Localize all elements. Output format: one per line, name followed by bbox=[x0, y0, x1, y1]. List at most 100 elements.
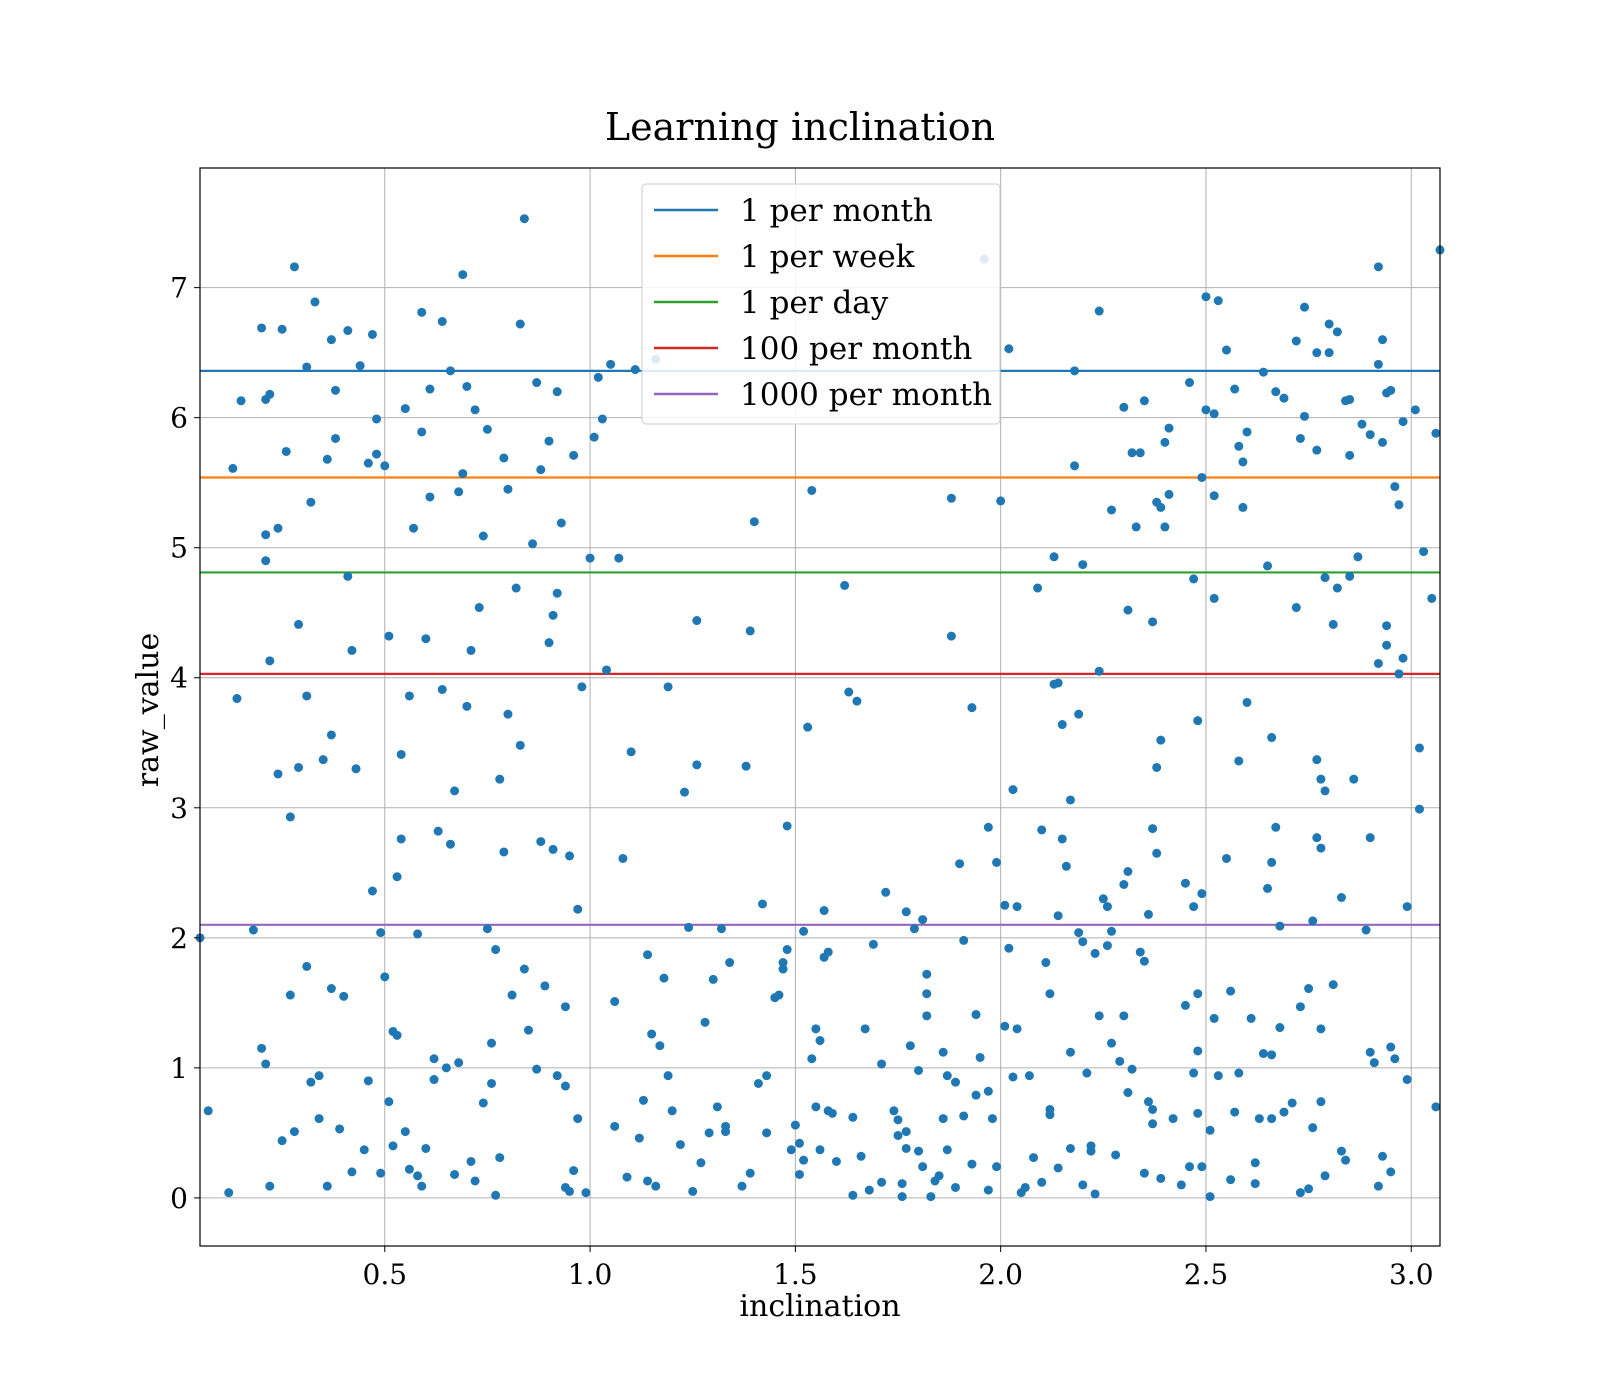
data-point bbox=[1369, 1058, 1379, 1068]
data-point bbox=[1123, 1088, 1133, 1098]
data-point bbox=[495, 774, 505, 784]
data-point bbox=[302, 961, 312, 971]
data-point bbox=[552, 588, 562, 598]
data-point bbox=[273, 769, 283, 779]
data-point bbox=[1102, 941, 1112, 951]
data-point bbox=[1336, 1146, 1346, 1156]
data-point bbox=[1221, 853, 1231, 863]
data-point bbox=[560, 1002, 570, 1012]
data-point bbox=[314, 1071, 324, 1081]
data-point bbox=[909, 924, 919, 934]
data-point bbox=[1263, 883, 1273, 893]
data-point bbox=[688, 1186, 698, 1196]
data-point bbox=[1148, 824, 1158, 834]
data-point bbox=[741, 761, 751, 771]
data-point bbox=[827, 1108, 837, 1118]
data-point bbox=[1135, 947, 1145, 957]
data-point bbox=[1193, 989, 1203, 999]
data-point bbox=[1004, 943, 1014, 953]
data-point bbox=[396, 834, 406, 844]
data-point bbox=[289, 262, 299, 272]
data-point bbox=[359, 1145, 369, 1155]
data-point bbox=[1226, 986, 1236, 996]
data-point bbox=[445, 366, 455, 376]
data-point bbox=[1386, 1042, 1396, 1052]
data-point bbox=[1189, 1068, 1199, 1078]
data-point bbox=[914, 1146, 924, 1156]
data-point bbox=[745, 1168, 755, 1178]
data-point bbox=[1185, 1162, 1195, 1172]
data-point bbox=[1197, 472, 1207, 482]
data-point bbox=[261, 530, 271, 540]
data-point bbox=[1324, 319, 1334, 329]
data-point bbox=[1238, 502, 1248, 512]
data-point bbox=[421, 634, 431, 644]
data-point bbox=[1378, 437, 1388, 447]
data-point bbox=[343, 571, 353, 581]
data-point bbox=[926, 1192, 936, 1202]
data-point bbox=[565, 851, 575, 861]
data-point bbox=[667, 1106, 677, 1116]
data-point bbox=[1246, 1013, 1256, 1023]
data-point bbox=[228, 463, 238, 473]
data-point bbox=[987, 1114, 997, 1124]
data-point bbox=[593, 372, 603, 382]
data-point bbox=[265, 656, 275, 666]
data-point bbox=[992, 1162, 1002, 1172]
data-point bbox=[367, 886, 377, 896]
data-point bbox=[601, 665, 611, 675]
data-point bbox=[1378, 1151, 1388, 1161]
data-point bbox=[967, 703, 977, 713]
data-point bbox=[1107, 505, 1117, 515]
legend-label: 1 per day bbox=[740, 285, 889, 321]
data-point bbox=[1390, 1054, 1400, 1064]
data-point bbox=[458, 469, 468, 479]
data-point bbox=[437, 316, 447, 326]
data-point bbox=[708, 974, 718, 984]
data-point bbox=[848, 1112, 858, 1122]
data-point bbox=[790, 1120, 800, 1130]
data-point bbox=[634, 1133, 644, 1143]
data-point bbox=[807, 1054, 817, 1064]
data-point bbox=[1176, 1180, 1186, 1190]
data-point bbox=[1164, 423, 1174, 433]
data-point bbox=[1156, 735, 1166, 745]
data-point bbox=[417, 1181, 427, 1191]
data-point bbox=[1300, 302, 1310, 312]
y-tick-label: 0 bbox=[170, 1182, 188, 1215]
data-point bbox=[848, 1190, 858, 1200]
data-point bbox=[1271, 822, 1281, 832]
data-point bbox=[388, 1141, 398, 1151]
data-point bbox=[528, 539, 538, 549]
data-point bbox=[610, 997, 620, 1007]
data-point bbox=[519, 964, 529, 974]
data-point bbox=[1135, 448, 1145, 458]
data-point bbox=[322, 1181, 332, 1191]
data-point bbox=[285, 990, 295, 1000]
data-point bbox=[589, 432, 599, 442]
data-point bbox=[355, 361, 365, 371]
data-point bbox=[1431, 428, 1441, 438]
data-point bbox=[548, 844, 558, 854]
data-point bbox=[556, 518, 566, 528]
data-point bbox=[404, 1164, 414, 1174]
data-point bbox=[877, 1059, 887, 1069]
data-point bbox=[1427, 593, 1437, 603]
data-point bbox=[1156, 1173, 1166, 1183]
data-point bbox=[643, 950, 653, 960]
data-point bbox=[1361, 925, 1371, 935]
data-point bbox=[425, 492, 435, 502]
data-point bbox=[1414, 804, 1424, 814]
data-point bbox=[1152, 848, 1162, 858]
data-point bbox=[1373, 1181, 1383, 1191]
data-point bbox=[1234, 756, 1244, 766]
data-point bbox=[1328, 980, 1338, 990]
data-point bbox=[852, 696, 862, 706]
data-point bbox=[515, 740, 525, 750]
data-point bbox=[1365, 430, 1375, 440]
data-point bbox=[868, 939, 878, 949]
data-point bbox=[491, 945, 501, 955]
data-point bbox=[1189, 574, 1199, 584]
reference-lines bbox=[200, 369, 1440, 926]
data-point bbox=[1119, 402, 1129, 412]
